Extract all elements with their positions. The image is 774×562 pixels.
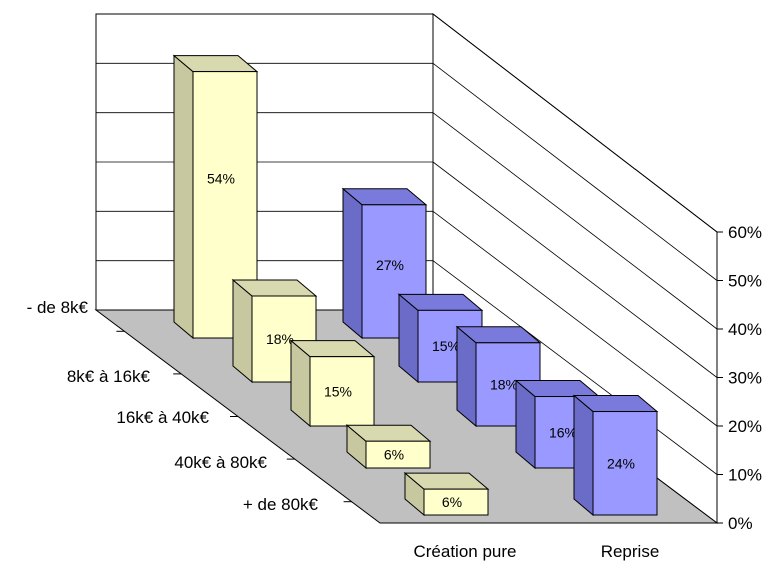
y-tick-label: 20%: [728, 417, 762, 436]
y-tick-label: 30%: [728, 369, 762, 388]
category-label: + de 80k€: [243, 495, 319, 514]
gridline-side: [432, 63, 718, 281]
data-label: 16%: [549, 424, 577, 440]
data-label: 54%: [207, 170, 235, 186]
y-tick-label: 0%: [728, 514, 753, 533]
y-tick-label: 40%: [728, 320, 762, 339]
gridline-side: [432, 211, 718, 427]
category-labels: - de 8k€ 8k€ à 16k€ 16k€ à 40k€ 40k€ à 80k€…: [27, 298, 352, 514]
category-label: 16k€ à 40k€: [116, 408, 209, 427]
bar-side-face: [342, 187, 363, 340]
data-label: 6%: [384, 447, 404, 463]
gridline-side: [432, 260, 718, 475]
y-axis-tick-labels: 0% 10% 20% 30% 40% 50% 60%: [717, 223, 762, 533]
bar-front-face: [365, 440, 431, 469]
bar-side-face: [573, 394, 594, 517]
data-label: 15%: [324, 383, 352, 399]
data-label: 18%: [490, 376, 518, 392]
series-label: Reprise: [601, 542, 660, 561]
data-label: 6%: [442, 494, 462, 510]
category-label: - de 8k€: [27, 298, 89, 317]
gridline-side: [432, 13, 718, 233]
bar-front-face: [592, 411, 658, 516]
bar: 6%: [345, 424, 432, 470]
bar: 24%: [572, 394, 659, 517]
y-tick-label: 50%: [728, 272, 762, 291]
y-tick-label: 10%: [728, 466, 762, 485]
bar: 15%: [289, 339, 376, 428]
bar-side-face: [173, 54, 194, 340]
category-label: 8k€ à 16k€: [67, 367, 151, 386]
gridline-side: [432, 112, 718, 330]
bar: 27%: [341, 187, 428, 340]
bar-side-face: [232, 278, 253, 384]
bar-side-face: [456, 325, 477, 428]
chart-bars: 54% 27% 18% 15% 15% 18% 6% 16% 6% 24%: [172, 54, 659, 517]
data-label: 27%: [376, 257, 404, 273]
y-tick-label: 60%: [728, 223, 762, 242]
category-label: 40k€ à 80k€: [174, 453, 267, 472]
bar: 16%: [514, 379, 601, 470]
bar-front-face: [309, 356, 375, 427]
bar: 6%: [403, 472, 490, 517]
bar-front-face: [423, 488, 489, 516]
gridline-side: [432, 161, 718, 378]
series-axis-labels: Création pure Reprise: [413, 542, 659, 561]
data-label: 24%: [607, 455, 635, 471]
data-label: 18%: [266, 331, 294, 347]
series-label: Création pure: [413, 542, 516, 561]
data-label: 15%: [432, 338, 460, 354]
